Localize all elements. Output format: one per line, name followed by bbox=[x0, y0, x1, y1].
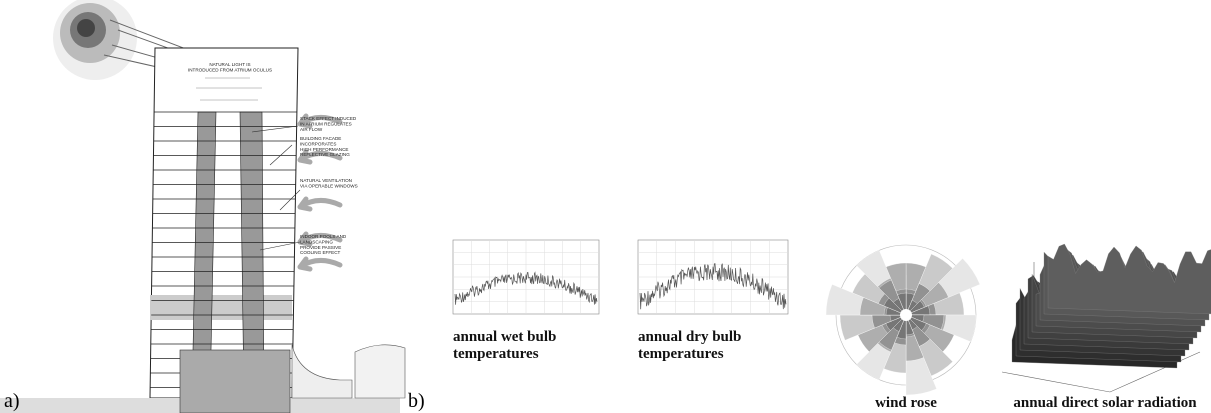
caption: annual direct solar radiation bbox=[1013, 395, 1197, 411]
podium bbox=[291, 344, 353, 399]
annotation: REFLECTIVE GLAZING bbox=[300, 152, 350, 157]
solar-surface bbox=[1047, 243, 1211, 315]
caption: temperatures bbox=[638, 346, 724, 362]
annotation: HIGH PERFORMANCE bbox=[300, 147, 349, 152]
annotation: INDOOR POOLS AND bbox=[300, 234, 347, 239]
chart-grid bbox=[453, 240, 599, 314]
annotation: LANDSCAPING bbox=[300, 239, 333, 244]
chart-line bbox=[639, 263, 787, 310]
chart-line bbox=[454, 271, 598, 305]
leader-lines bbox=[251, 125, 301, 251]
basement bbox=[179, 349, 291, 413]
solar-radiation-chart bbox=[1001, 243, 1211, 393]
annotation: INTRODUCED FROM ATRIUM OCULUS bbox=[188, 67, 272, 72]
annotation: STACK EFFECT INDUCED bbox=[300, 116, 357, 121]
chart-grid bbox=[638, 240, 788, 314]
annotation: NATURAL LIGHT IS bbox=[209, 62, 250, 67]
panel-label: b) bbox=[408, 390, 425, 412]
adjacent-building bbox=[354, 344, 406, 399]
annotation: BUILDING FACADE bbox=[300, 136, 341, 141]
wind-arrow bbox=[297, 113, 343, 129]
atrium-lines bbox=[196, 77, 262, 101]
annotation: NATURAL VENTILATION bbox=[300, 178, 352, 183]
wind-arrow bbox=[297, 256, 343, 272]
wind-arrow bbox=[297, 196, 343, 212]
wind-rose-chart bbox=[825, 244, 981, 396]
annotation: PROVIDE PASSIVE bbox=[300, 245, 341, 250]
annotation: IN ATRIUM REGULATES bbox=[300, 121, 352, 126]
floor-lines bbox=[150, 77, 297, 388]
sky-floor bbox=[150, 295, 292, 320]
rose-center bbox=[900, 309, 912, 321]
annotation: AIR FLOW bbox=[300, 127, 323, 132]
caption: temperatures bbox=[453, 346, 539, 362]
dry-bulb-chart bbox=[637, 239, 789, 315]
tower bbox=[149, 47, 299, 399]
annotation: COOLING EFFECT bbox=[300, 250, 341, 255]
sun bbox=[77, 19, 95, 37]
wind-arrow bbox=[297, 149, 343, 165]
wind-arrow bbox=[297, 231, 343, 247]
annotation: INCORPORATES bbox=[300, 141, 336, 146]
caption: wind rose bbox=[875, 395, 937, 411]
wind-arrows bbox=[297, 113, 343, 272]
panel-label: a) bbox=[4, 390, 20, 412]
caption: annual dry bulb bbox=[638, 329, 741, 345]
annotation: VIA OPERABLE WINDOWS bbox=[300, 183, 358, 188]
wet-bulb-chart bbox=[452, 239, 600, 315]
caption: annual wet bulb bbox=[453, 329, 556, 345]
